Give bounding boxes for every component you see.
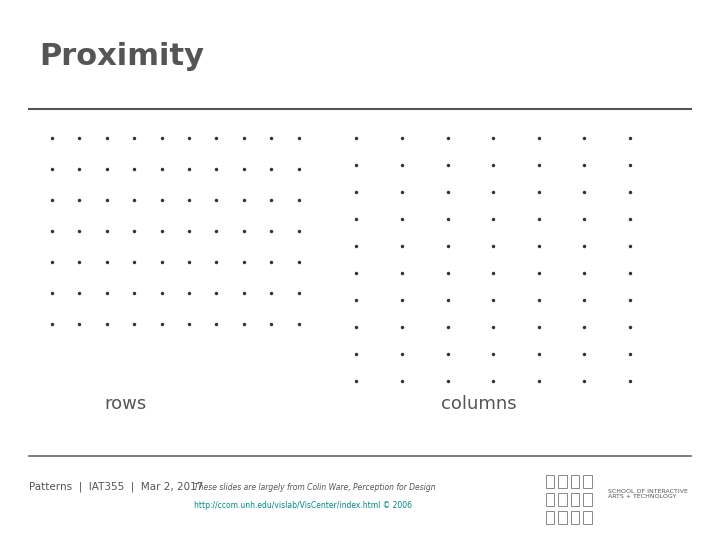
Text: These slides are largely from Colin Ware, Perception for Design: These slides are largely from Colin Ware…	[194, 483, 436, 491]
Text: Patterns  |  IAT355  |  Mar 2, 2017: Patterns | IAT355 | Mar 2, 2017	[29, 482, 203, 492]
Bar	[546, 511, 554, 524]
Text: Proximity: Proximity	[40, 42, 204, 71]
Bar	[571, 511, 580, 524]
Bar	[546, 492, 554, 507]
Bar	[571, 475, 580, 488]
Text: rows: rows	[105, 395, 147, 413]
Text: SCHOOL OF INTERACTIVE
ARTS + TECHNOLOGY: SCHOOL OF INTERACTIVE ARTS + TECHNOLOGY	[608, 489, 688, 500]
Bar	[558, 492, 567, 507]
Bar	[583, 475, 592, 488]
Text: columns: columns	[441, 395, 517, 413]
Bar	[558, 511, 567, 524]
Bar	[546, 475, 554, 488]
Bar	[583, 492, 592, 507]
Bar	[571, 492, 580, 507]
Text: http://ccom.unh.edu/vislab/VisCenter/index.html © 2006: http://ccom.unh.edu/vislab/VisCenter/ind…	[194, 502, 413, 510]
Bar	[583, 511, 592, 524]
Bar	[558, 475, 567, 488]
